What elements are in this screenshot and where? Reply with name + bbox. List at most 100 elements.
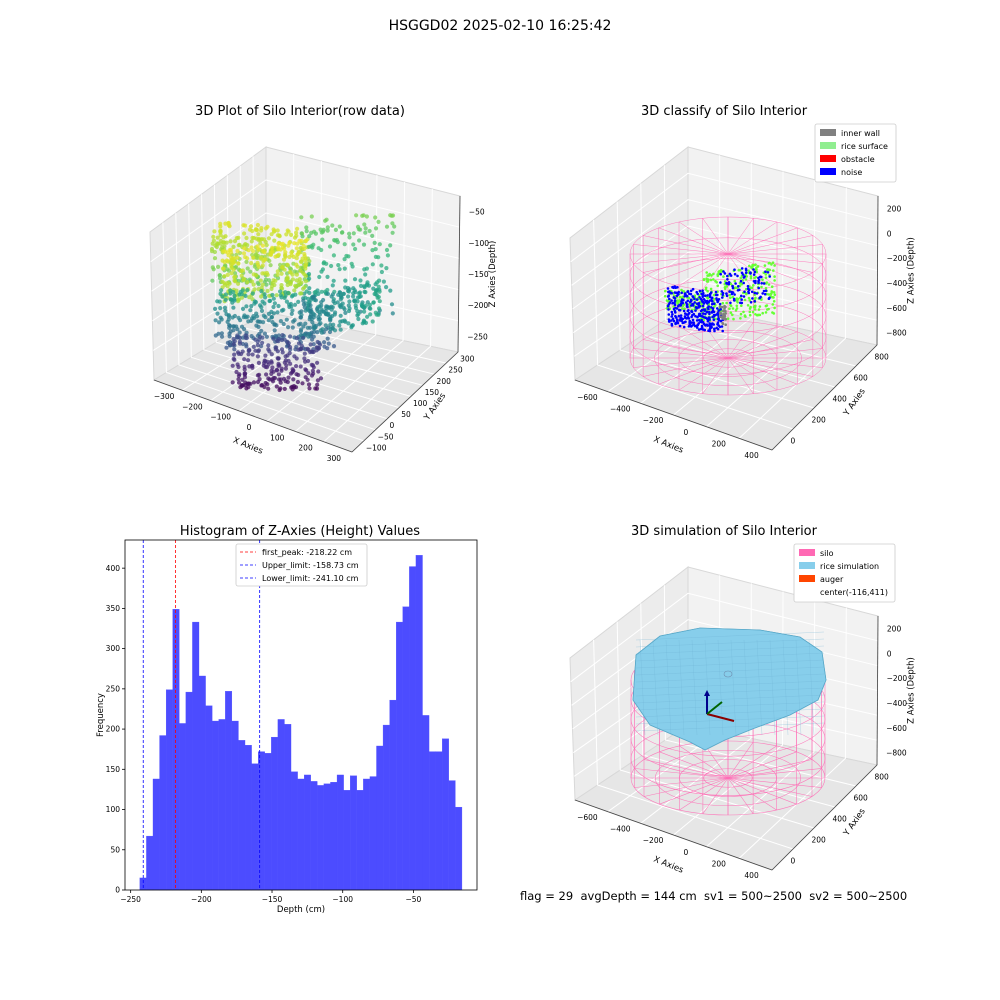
p2-data-point xyxy=(731,284,734,288)
p1-y-tick-label: 100 xyxy=(413,399,428,408)
p2-data-point xyxy=(711,307,715,310)
p2-data-point xyxy=(772,296,775,299)
histogram-y-tick-label: 400 xyxy=(106,564,121,573)
p2-legend-label: inner wall xyxy=(841,129,880,138)
p4-silo-floor-ring xyxy=(679,759,777,797)
p2-data-point xyxy=(689,325,693,328)
p2-data-point xyxy=(703,294,707,298)
p1-data-point xyxy=(314,306,320,312)
p2-gridline-z xyxy=(573,251,878,334)
p2-silo-roof-spoke xyxy=(678,253,729,287)
p2-data-point xyxy=(707,329,710,333)
p1-data-point xyxy=(373,226,379,231)
p2-data-point xyxy=(772,291,776,294)
p1-data-point xyxy=(271,304,276,310)
p4-mesh-line xyxy=(639,639,646,736)
p2-data-point xyxy=(670,322,674,326)
p1-data-point xyxy=(271,296,276,301)
p1-data-point xyxy=(363,226,368,231)
p1-data-point xyxy=(250,291,255,296)
p1-data-point xyxy=(218,224,223,229)
p1-data-point xyxy=(285,262,290,267)
p1-data-point xyxy=(256,348,261,353)
p1-data-point xyxy=(312,294,317,299)
p2-z-tick-label: −600 xyxy=(886,304,907,313)
p1-data-point xyxy=(304,368,309,373)
p1-data-point xyxy=(267,258,272,263)
p2-data-point xyxy=(729,301,732,305)
p2-data-point xyxy=(684,312,687,315)
p1-y-tick-label: 250 xyxy=(448,366,463,375)
p1-gridline-y xyxy=(201,194,400,409)
p1-data-point xyxy=(307,286,312,291)
p2-silo-roof-spoke xyxy=(727,253,798,281)
p1-data-point xyxy=(261,248,266,253)
p1-x-axis-line xyxy=(153,379,353,453)
p1-data-point xyxy=(279,285,284,290)
histogram-legend-label: first_peak: -218.22 cm xyxy=(262,548,352,557)
p1-data-point xyxy=(294,364,299,369)
p1-data-point xyxy=(304,289,309,294)
p4-legend-swatch xyxy=(799,549,815,556)
p2-y-tick-label: 200 xyxy=(812,416,827,425)
p1-z-axis-line xyxy=(457,195,461,353)
p1-data-point xyxy=(294,246,299,251)
p1-data-point xyxy=(351,294,356,299)
classify-3d-plot: −600 −400 −200 0 200 400 0 200 400 600 800 200 0 −200… xyxy=(569,123,917,460)
p2-data-point xyxy=(686,309,690,313)
p2-legend-swatch xyxy=(820,168,836,175)
p1-data-point xyxy=(303,279,308,284)
p2-data-point xyxy=(672,296,676,299)
histogram-x-tick-label: −50 xyxy=(405,895,421,904)
p1-data-point xyxy=(303,273,308,279)
histogram-bar xyxy=(428,751,436,891)
p1-data-point xyxy=(293,347,298,352)
p1-z-tick-label: −250 xyxy=(467,332,488,341)
p1-data-point xyxy=(247,347,252,352)
p4-rice-outline xyxy=(632,627,827,751)
p2-data-point xyxy=(742,310,745,314)
p2-data-point xyxy=(687,311,691,315)
p1-data-point xyxy=(337,303,342,308)
p1-data-point xyxy=(227,334,232,339)
p2-data-point xyxy=(725,292,728,295)
p1-data-point xyxy=(309,316,314,322)
p2-data-point xyxy=(728,293,731,297)
p1-data-point xyxy=(292,235,298,240)
p2-data-point xyxy=(677,308,681,312)
p2-data-point xyxy=(752,284,755,287)
p2-data-point xyxy=(754,263,757,267)
p2-data-point xyxy=(673,301,676,305)
p1-data-point xyxy=(299,291,304,296)
p2-data-point xyxy=(717,309,721,312)
p1-data-point xyxy=(324,304,329,309)
p1-x-tick-label: 0 xyxy=(247,423,252,432)
p2-silo-roof-spoke xyxy=(643,253,729,273)
p1-data-point xyxy=(224,312,229,317)
p4-z-tick-label: −400 xyxy=(886,699,907,708)
p1-data-point xyxy=(221,249,226,254)
p4-z-tick-label: 0 xyxy=(887,649,892,658)
p1-data-point xyxy=(301,302,306,307)
p2-data-point xyxy=(667,303,671,306)
p2-silo-floor-ring xyxy=(654,330,802,386)
p2-data-point xyxy=(749,275,753,278)
histogram-bar xyxy=(271,736,279,891)
p2-data-point xyxy=(712,313,716,317)
p1-data-point xyxy=(281,321,286,327)
p1-data-point xyxy=(211,238,216,243)
p2-data-point xyxy=(720,325,724,328)
p2-silo-roof-spoke xyxy=(678,221,729,255)
p2-silo-roof-spoke xyxy=(727,221,778,255)
p1-point-cloud xyxy=(209,213,397,393)
p2-data-point xyxy=(743,290,746,294)
p1-z-tick-label: −50 xyxy=(469,208,485,217)
p1-data-point xyxy=(300,234,305,239)
p1-data-point xyxy=(272,328,277,333)
histogram-bar xyxy=(343,790,351,891)
p1-data-point xyxy=(233,279,238,284)
p1-data-point xyxy=(239,351,244,357)
p1-data-point xyxy=(318,342,323,347)
p2-data-point xyxy=(710,311,714,314)
p2-data-point xyxy=(718,315,722,319)
